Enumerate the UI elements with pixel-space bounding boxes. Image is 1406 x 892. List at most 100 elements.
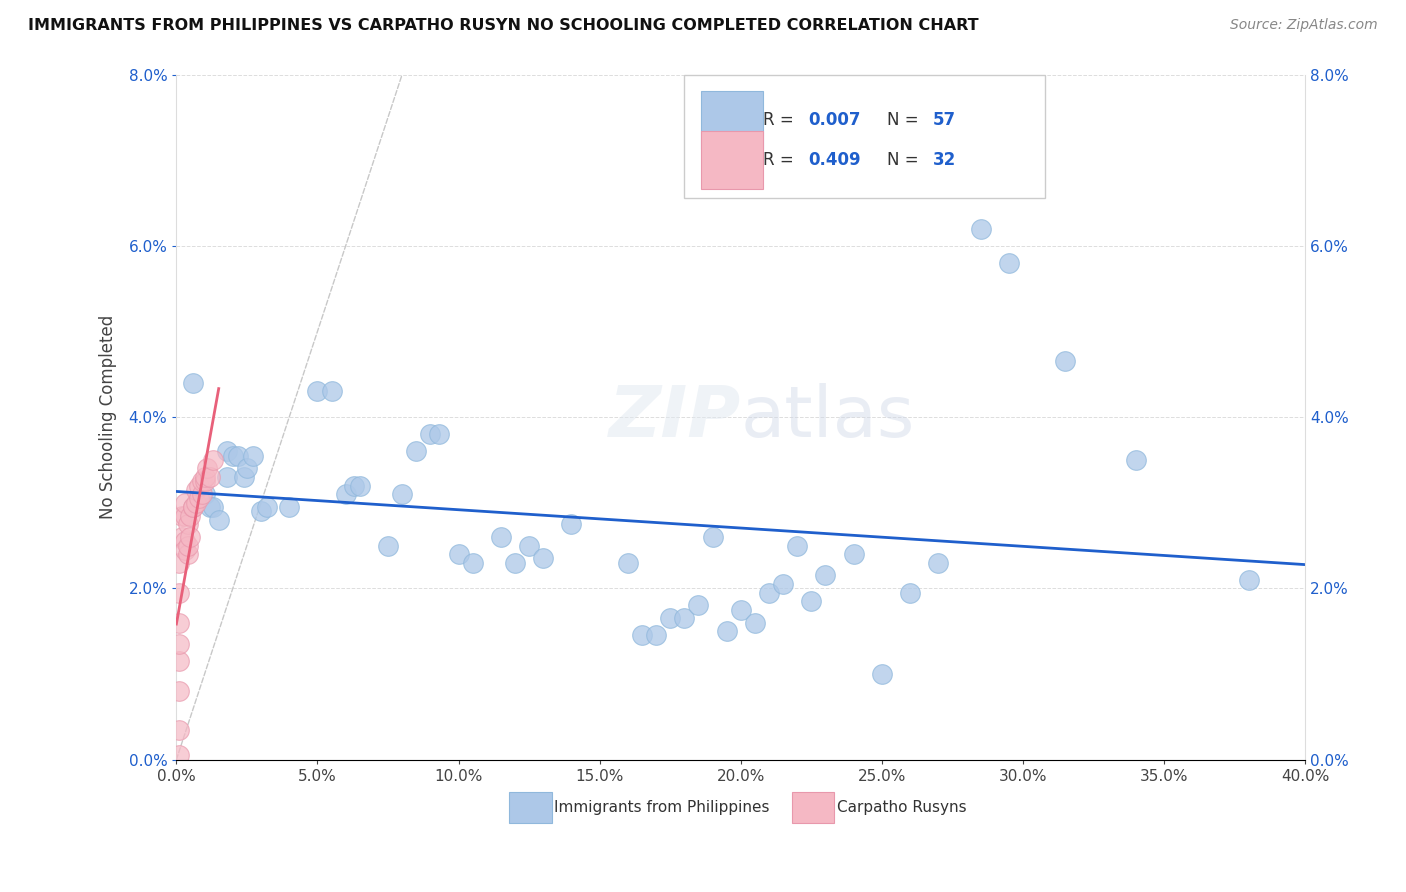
Point — [278, 500, 301, 514]
Point — [702, 530, 724, 544]
Point — [194, 487, 217, 501]
Point — [716, 624, 738, 639]
Text: R =: R = — [763, 111, 799, 128]
Point — [814, 568, 837, 582]
Point — [187, 491, 209, 506]
Point — [427, 427, 450, 442]
Point — [191, 487, 214, 501]
Point — [673, 611, 696, 625]
Point — [173, 542, 195, 557]
Point — [503, 556, 526, 570]
Point — [631, 628, 654, 642]
Point — [517, 539, 540, 553]
Point — [194, 470, 217, 484]
Point — [200, 500, 222, 514]
Point — [531, 551, 554, 566]
Point — [377, 539, 399, 553]
Point — [179, 508, 201, 523]
Text: Immigrants from Philippines: Immigrants from Philippines — [554, 800, 770, 815]
Point — [1237, 573, 1260, 587]
Point — [560, 517, 582, 532]
Point — [1054, 354, 1077, 368]
FancyBboxPatch shape — [792, 792, 834, 823]
Point — [335, 487, 357, 501]
Point — [730, 603, 752, 617]
FancyBboxPatch shape — [702, 131, 763, 189]
Point — [405, 444, 427, 458]
Point — [461, 556, 484, 570]
Point — [688, 599, 710, 613]
Point — [447, 547, 470, 561]
Point — [176, 539, 198, 553]
Point — [391, 487, 413, 501]
Point — [800, 594, 823, 608]
Point — [217, 470, 239, 484]
Point — [870, 667, 893, 681]
Point — [184, 496, 207, 510]
Text: 0.007: 0.007 — [808, 111, 860, 128]
Text: 32: 32 — [932, 152, 956, 169]
Point — [489, 530, 512, 544]
Point — [167, 585, 190, 599]
Point — [236, 461, 259, 475]
Point — [187, 478, 209, 492]
Point — [202, 453, 225, 467]
Point — [758, 585, 780, 599]
Point — [197, 461, 219, 475]
Point — [659, 611, 682, 625]
Point — [786, 539, 808, 553]
Point — [191, 475, 214, 489]
Point — [184, 483, 207, 497]
Point — [167, 637, 190, 651]
Point — [194, 475, 217, 489]
Point — [307, 384, 329, 399]
Point — [167, 654, 190, 668]
Point — [744, 615, 766, 630]
Point — [181, 500, 204, 514]
Point — [181, 376, 204, 390]
Point — [645, 628, 668, 642]
Point — [170, 530, 193, 544]
Point — [176, 517, 198, 532]
Point — [842, 547, 865, 561]
Point — [173, 496, 195, 510]
Text: 0.409: 0.409 — [808, 152, 860, 169]
Text: N =: N = — [887, 111, 924, 128]
Text: IMMIGRANTS FROM PHILIPPINES VS CARPATHO RUSYN NO SCHOOLING COMPLETED CORRELATION: IMMIGRANTS FROM PHILIPPINES VS CARPATHO … — [28, 18, 979, 33]
Point — [167, 615, 190, 630]
Point — [256, 500, 278, 514]
Point — [242, 449, 264, 463]
Point — [997, 256, 1019, 270]
Point — [217, 444, 239, 458]
Point — [233, 470, 256, 484]
Point — [200, 470, 222, 484]
Point — [419, 427, 441, 442]
Point — [173, 534, 195, 549]
Text: ZIP: ZIP — [609, 383, 741, 451]
Point — [202, 500, 225, 514]
FancyBboxPatch shape — [509, 792, 553, 823]
Point — [927, 556, 949, 570]
Text: Source: ZipAtlas.com: Source: ZipAtlas.com — [1230, 18, 1378, 32]
Point — [176, 547, 198, 561]
Point — [208, 513, 231, 527]
Point — [167, 748, 190, 763]
Point — [181, 500, 204, 514]
FancyBboxPatch shape — [702, 91, 763, 149]
Point — [222, 449, 245, 463]
Point — [898, 585, 921, 599]
Point — [349, 478, 371, 492]
Text: N =: N = — [887, 152, 924, 169]
Point — [321, 384, 343, 399]
Text: R =: R = — [763, 152, 799, 169]
Y-axis label: No Schooling Completed: No Schooling Completed — [100, 315, 117, 519]
Point — [343, 478, 366, 492]
Text: Carpatho Rusyns: Carpatho Rusyns — [837, 800, 966, 815]
FancyBboxPatch shape — [685, 75, 1046, 198]
Point — [170, 508, 193, 523]
Text: atlas: atlas — [741, 383, 915, 451]
Point — [772, 577, 794, 591]
Point — [1125, 453, 1147, 467]
Point — [250, 504, 273, 518]
Point — [173, 508, 195, 523]
